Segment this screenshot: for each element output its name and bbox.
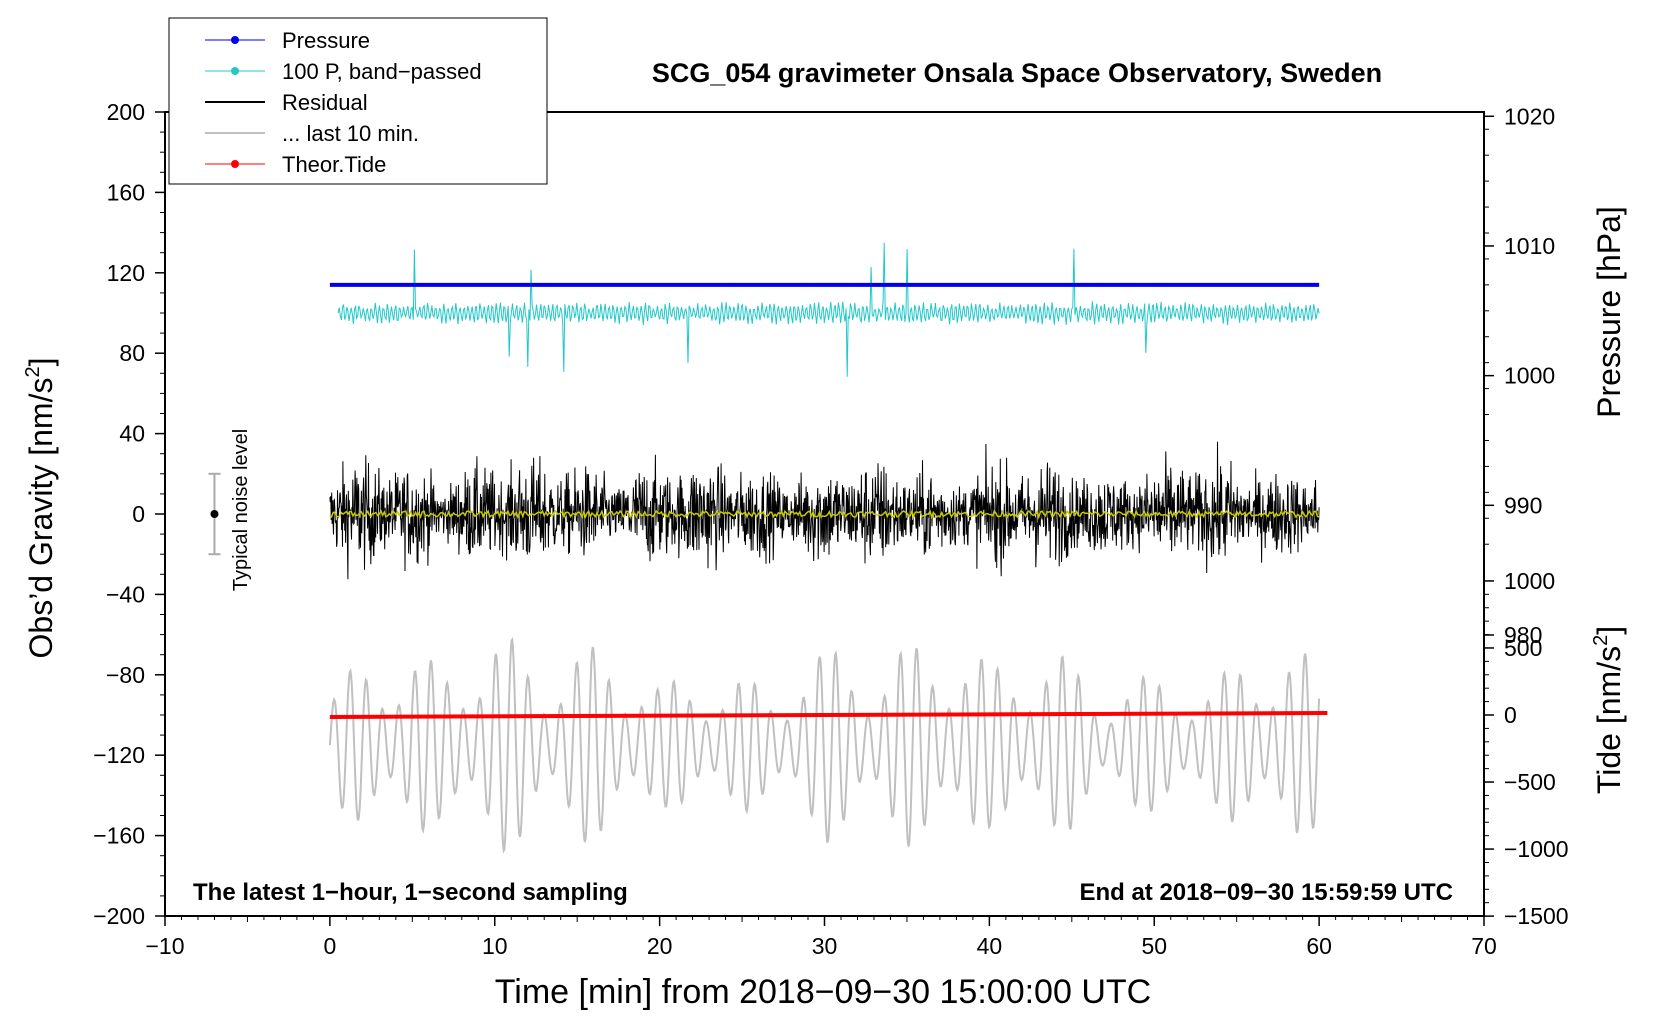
pressure-tick-label: 1000 — [1504, 363, 1555, 389]
annotation-bottom-right: End at 2018−09−30 15:59:59 UTC — [1079, 879, 1453, 906]
chart-title: SCG_054 gravimeter Onsala Space Observat… — [652, 58, 1382, 88]
residual-line — [329, 441, 1320, 580]
pressure-axis-label: Pressure [hPa] — [1591, 206, 1627, 418]
pressure-axis-ticks: 1030102010101000990980 — [1484, 103, 1555, 648]
legend-label: ... last 10 min. — [282, 121, 419, 146]
x-tick-label: 10 — [482, 933, 508, 959]
pressure-tick-label: 1010 — [1504, 233, 1555, 259]
last-10-min-line — [328, 636, 1321, 854]
x-tick-label: 50 — [1141, 933, 1167, 959]
y-axis-label-close: ] — [23, 358, 59, 367]
legend-marker — [231, 36, 239, 44]
tide-axis-label: Tide [nm/s2] — [1590, 626, 1627, 794]
legend-marker — [231, 160, 239, 168]
y-tick-label: 40 — [119, 421, 145, 447]
series-layer — [328, 242, 1328, 854]
x-axis-ticks: −10 0 10 20 30 40 50 60 70 — [145, 916, 1497, 959]
tide-tick-label: −1000 — [1504, 836, 1569, 862]
legend-label: Pressure — [282, 28, 370, 53]
y-axis-ticks: 200 160 120 80 40 0 −40 −80 −120 −160 −200 — [93, 99, 165, 929]
y-tick-label: −80 — [106, 662, 145, 688]
legend: Pressure 100 P, band−passed Residual ... la… — [168, 17, 548, 185]
y-tick-label: −160 — [93, 823, 145, 849]
pressure-tick-label: 990 — [1504, 492, 1542, 518]
x-tick-label: 0 — [323, 933, 336, 959]
tide-tick-label: −500 — [1504, 769, 1556, 795]
tide-axis-label-sup: 2 — [1590, 635, 1612, 646]
tide-tick-label: −1500 — [1504, 903, 1569, 929]
legend-label: Theor.Tide — [282, 152, 386, 177]
y-axis-label: Obs’d Gravity [nm/s2] — [22, 358, 59, 659]
y-tick-label: 0 — [132, 501, 145, 527]
y-tick-label: 160 — [107, 179, 145, 205]
x-tick-label: 20 — [647, 933, 673, 959]
bandpassed-pressure-line — [337, 242, 1320, 377]
x-axis-label: Time [min] from 2018−09−30 15:00:00 UTC — [495, 973, 1151, 1011]
y-tick-label: 200 — [107, 99, 145, 125]
tide-axis-label-close: ] — [1591, 626, 1627, 635]
x-tick-label: 60 — [1306, 933, 1332, 959]
tide-tick-label: 1000 — [1504, 568, 1555, 594]
annotation-bottom-left: The latest 1−hour, 1−second sampling — [193, 879, 628, 906]
theoretical-tide-line — [329, 710, 1328, 720]
tide-tick-label: 0 — [1504, 702, 1517, 728]
tide-axis-ticks: 1000 500 0 −500 −1000 −1500 — [1484, 568, 1569, 929]
tide-axis-label-main: Tide [nm/s — [1591, 646, 1627, 794]
y-tick-label: −40 — [106, 581, 145, 607]
noise-marker — [208, 472, 221, 556]
legend-marker — [231, 67, 239, 75]
y-tick-label: 120 — [107, 260, 145, 286]
legend-label: Residual — [282, 90, 368, 115]
tide-tick-label: 500 — [1504, 635, 1542, 661]
x-tick-label: 40 — [977, 933, 1003, 959]
y-tick-label: 80 — [119, 340, 145, 366]
residual-smoothed-line — [329, 508, 1320, 520]
pressure-tick-label: 1020 — [1504, 103, 1555, 129]
x-tick-label: 30 — [812, 933, 838, 959]
y-axis-label-main: Obs’d Gravity [nm/s — [23, 378, 59, 659]
pressure-tick-label: 980 — [1504, 622, 1542, 648]
noise-dot — [210, 510, 219, 518]
noise-label: Typical noise level — [230, 429, 252, 591]
x-tick-label: −10 — [145, 933, 184, 959]
x-tick-label: 70 — [1471, 933, 1497, 959]
y-axis-label-sup: 2 — [22, 366, 44, 377]
legend-label: 100 P, band−passed — [282, 59, 482, 84]
y-tick-label: −120 — [93, 742, 145, 768]
y-tick-label: −200 — [93, 903, 145, 929]
